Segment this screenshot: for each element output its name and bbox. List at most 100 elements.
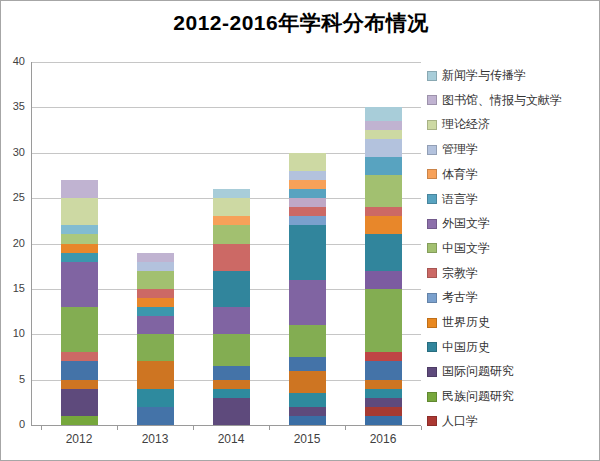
legend-label: 宗教学 — [442, 265, 478, 282]
legend-label: 外国文学 — [442, 215, 490, 232]
bar-segment — [365, 121, 402, 130]
bar-segment — [365, 361, 402, 379]
legend-item: 图书馆、情报与文献学 — [427, 92, 562, 109]
legend-swatch — [427, 268, 437, 278]
legend-swatch — [427, 71, 437, 81]
bar-segment — [365, 207, 402, 216]
bar-segment — [61, 389, 98, 416]
legend-item: 外国文学 — [427, 215, 490, 232]
bar-segment — [61, 180, 98, 198]
x-axis-tick — [345, 426, 346, 430]
legend-item: 语言学 — [427, 191, 478, 208]
bar-segment — [289, 216, 326, 225]
bar-segment — [213, 389, 250, 398]
y-axis-tick-label: 20 — [1, 237, 25, 249]
legend-item: 管理学 — [427, 141, 478, 158]
legend-item: 新闻学与传播学 — [427, 67, 526, 84]
bar-segment — [213, 366, 250, 380]
bar-segment — [213, 398, 250, 425]
legend-label: 理论经济 — [442, 116, 490, 133]
y-axis-tick-label: 10 — [1, 327, 25, 339]
bar-segment — [365, 157, 402, 175]
legend-swatch — [427, 392, 437, 402]
legend-item: 世界历史 — [427, 314, 490, 331]
bar-segment — [213, 271, 250, 307]
bar-2013 — [137, 62, 174, 425]
x-axis-tick — [117, 426, 118, 430]
bar-segment — [365, 389, 402, 398]
bar-segment — [213, 198, 250, 216]
bar-segment — [365, 380, 402, 389]
legend-item: 人口学 — [427, 413, 478, 430]
bar-2012 — [61, 62, 98, 425]
bar-segment — [137, 271, 174, 289]
bar-segment — [289, 207, 326, 216]
bar-segment — [365, 107, 402, 121]
bar-segment — [213, 244, 250, 271]
legend-swatch — [427, 367, 437, 377]
legend-label: 国际问题研究 — [442, 363, 514, 380]
legend-label: 考古学 — [442, 289, 478, 306]
bar-segment — [61, 416, 98, 425]
bar-segment — [61, 225, 98, 234]
bar-segment — [289, 416, 326, 425]
bar-segment — [137, 316, 174, 334]
bar-segment — [365, 271, 402, 289]
legend-swatch — [427, 293, 437, 303]
legend-label: 图书馆、情报与文献学 — [442, 92, 562, 109]
legend-swatch — [427, 219, 437, 229]
legend-label: 中国文学 — [442, 240, 490, 257]
legend-swatch — [427, 342, 437, 352]
legend-swatch — [427, 194, 437, 204]
bar-segment — [365, 289, 402, 353]
x-axis-tick — [269, 426, 270, 430]
bar-segment — [365, 398, 402, 407]
legend-item: 体育学 — [427, 166, 478, 183]
legend-item: 民族问题研究 — [427, 388, 514, 405]
bar-segment — [61, 307, 98, 352]
bar-segment — [289, 325, 326, 357]
bar-segment — [289, 171, 326, 180]
bar-segment — [137, 307, 174, 316]
legend-item: 国际问题研究 — [427, 363, 514, 380]
x-axis-tick — [41, 426, 42, 430]
legend-label: 世界历史 — [442, 314, 490, 331]
legend-label: 民族问题研究 — [442, 388, 514, 405]
y-axis-tick-label: 30 — [1, 146, 25, 158]
bar-2016 — [365, 62, 402, 425]
bar-segment — [365, 234, 402, 270]
bar-segment — [61, 352, 98, 361]
bar-2014 — [213, 62, 250, 425]
legend-swatch — [427, 120, 437, 130]
legend-swatch — [427, 416, 437, 426]
bar-segment — [213, 307, 250, 334]
legend-swatch — [427, 145, 437, 155]
bar-segment — [213, 225, 250, 243]
bar-segment — [289, 180, 326, 189]
bar-segment — [365, 175, 402, 207]
bar-segment — [137, 389, 174, 407]
y-axis-tick-label: 5 — [1, 373, 25, 385]
bar-segment — [61, 198, 98, 225]
bar-segment — [289, 357, 326, 371]
y-axis-tick-label: 15 — [1, 282, 25, 294]
bar-segment — [213, 334, 250, 366]
legend-item: 宗教学 — [427, 265, 478, 282]
bar-segment — [365, 352, 402, 361]
legend-label: 体育学 — [442, 166, 478, 183]
legend-item: 理论经济 — [427, 116, 490, 133]
legend-label: 中国历史 — [442, 339, 490, 356]
bar-segment — [61, 361, 98, 379]
bar-segment — [365, 139, 402, 157]
bar-segment — [289, 371, 326, 394]
bar-segment — [137, 253, 174, 262]
legend-swatch — [427, 169, 437, 179]
bar-segment — [61, 253, 98, 262]
x-axis-category-label: 2012 — [49, 432, 109, 446]
bar-segment — [365, 216, 402, 234]
legend-item: 中国历史 — [427, 339, 490, 356]
x-axis-category-label: 2016 — [353, 432, 413, 446]
bar-segment — [365, 416, 402, 425]
legend-swatch — [427, 318, 437, 328]
bar-segment — [289, 153, 326, 171]
